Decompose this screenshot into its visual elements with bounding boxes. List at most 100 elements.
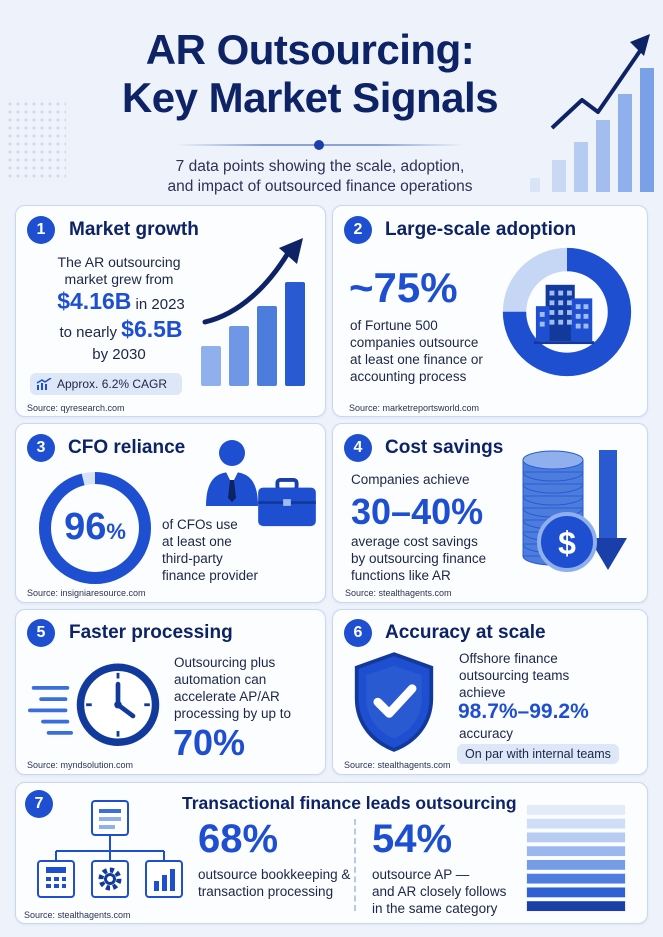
adoption-text-line: companies outsource (350, 335, 479, 350)
cfo-stat-value: 96 (64, 506, 107, 548)
card-number-badge: 4 (344, 434, 372, 462)
card-cfo-reliance: 3 CFO reliance 96% of CFOs use at least … (15, 423, 326, 603)
card-title: Large-scale adoption (385, 219, 577, 240)
title-divider-dot (314, 140, 324, 150)
page-title: AR Outsourcing: Key Market Signals (70, 26, 550, 122)
source-label: Source: insigniaresource.com (27, 588, 146, 598)
card-market-growth: 1 Market growth The AR outsourcing marke… (15, 205, 326, 417)
card-cost-savings: 4 Cost savings Companies achieve 30–40% … (332, 423, 648, 603)
source-label: Source: stealthagents.com (24, 910, 131, 920)
growth-end-row: to nearly $6.5B (26, 316, 216, 343)
accuracy-text-line: outsourcing teams (459, 668, 570, 683)
ap-text-line: and AR closely follows (372, 884, 507, 899)
cfo-text-line: at least one (162, 534, 232, 549)
card-title: Accuracy at scale (385, 622, 546, 643)
ap-text-line: outsource AP — (372, 867, 470, 882)
ap-text-line: in the same category (372, 901, 498, 916)
cagr-text: Approx. 6.2% CAGR (57, 377, 168, 391)
bookkeeping-text: outsource bookkeeping & transaction proc… (198, 866, 358, 900)
fast-clock-icon (28, 663, 160, 746)
bar-chart-icon (145, 860, 183, 898)
chart-trend-icon (36, 378, 52, 390)
adoption-text-line: of Fortune 500 (350, 318, 438, 333)
adoption-donut (502, 247, 632, 377)
card-title: CFO reliance (68, 437, 186, 458)
accuracy-label: accuracy (459, 726, 514, 741)
cost-text-line: by outsourcing finance (351, 551, 487, 566)
growth-start-row: $4.16B in 2023 (26, 288, 216, 315)
adoption-text-line: at least one finance or (350, 352, 483, 367)
accuracy-text-line: Offshore finance (459, 651, 558, 666)
cfo-text-line: of CFOs use (162, 517, 238, 532)
down-arrow-icon (589, 450, 627, 570)
cost-text-line: average cost savings (351, 534, 478, 549)
card-number-badge: 3 (27, 434, 55, 462)
source-label: Source: stealthagents.com (345, 588, 452, 598)
card-number-badge: 1 (27, 216, 55, 244)
bookkeeping-text-line: transaction processing (198, 884, 334, 899)
bar-growth-arrow-icon (201, 238, 305, 386)
source-label: Source: myndsolution.com (27, 760, 134, 770)
title-line-2: Key Market Signals (121, 74, 499, 121)
cost-text-top: Companies achieve (351, 472, 470, 487)
card-title: Cost savings (385, 437, 504, 458)
processing-stat: 70% (173, 722, 246, 763)
source-label: Source: stealthagents.com (344, 760, 451, 770)
year-2023-label: in 2023 (131, 296, 185, 313)
gear-icon (91, 860, 129, 898)
svg-text:$: $ (558, 525, 576, 561)
adoption-stat: ~75% (349, 264, 458, 311)
cost-savings-stat: 30–40% (351, 491, 484, 532)
title-line-1: AR Outsourcing: (145, 26, 475, 73)
document-icon (91, 800, 129, 836)
stat-divider (354, 819, 356, 911)
cfo-stat: 96% (35, 506, 155, 549)
cfo-text-line: third-party (162, 551, 223, 566)
stacked-layers-icon (526, 805, 626, 912)
accuracy-stat: 98.7%–99.2% (458, 700, 589, 723)
shield-check-icon (354, 652, 434, 752)
on-par-text: On par with internal teams (465, 747, 611, 761)
card-text-line: The AR outsourcing (57, 254, 181, 270)
cfo-text: of CFOs use at least one third-party fin… (162, 516, 322, 584)
bookkeeping-text-line: outsource bookkeeping & (198, 867, 351, 882)
accuracy-text: Offshore finance outsourcing teams achie… (459, 650, 639, 701)
card-number-badge: 2 (344, 216, 372, 244)
processing-text-line: accelerate AP/AR (174, 689, 280, 704)
card-title: Transactional finance leads outsourcing (182, 793, 517, 813)
briefcase-icon (258, 478, 316, 527)
cost-text: average cost savings by outsourcing fina… (351, 533, 531, 584)
decorative-dot-pattern (6, 100, 66, 180)
dollar-coin-icon: $ (537, 512, 597, 572)
growth-chart-arrow-icon (530, 34, 654, 192)
ap-text: outsource AP — and AR closely follows in… (372, 866, 532, 917)
card-number-badge: 5 (27, 619, 55, 647)
processing-text-line: automation can (174, 672, 267, 687)
cfo-text-line: finance provider (162, 568, 259, 583)
card-number-badge: 6 (344, 619, 372, 647)
ap-stat: 54% (372, 817, 453, 861)
source-label: Source: qyresearch.com (27, 403, 125, 413)
calculator-icon (37, 860, 75, 898)
year-2030-label: by 2030 (92, 346, 146, 363)
subtitle-line-1: 7 data points showing the scale, adoptio… (175, 158, 465, 175)
card-number-badge: 7 (25, 790, 53, 818)
card-text-line: market grew from (64, 271, 174, 287)
businessman-icon (206, 440, 258, 506)
card-accuracy-at-scale: 6 Accuracy at scale Offshore finance out… (332, 609, 648, 775)
accuracy-text-line: achieve (459, 685, 506, 700)
cfo-stat-unit: % (106, 519, 126, 544)
to-nearly-label: to nearly (59, 324, 122, 341)
value-2030: $6.5B (121, 316, 183, 342)
processing-text: Outsourcing plus automation can accelera… (174, 654, 324, 722)
card-faster-processing: 5 Faster processing Outsourcing plus aut… (15, 609, 326, 775)
coin-stack-icon: $ (522, 450, 627, 572)
page-subtitle: 7 data points showing the scale, adoptio… (110, 157, 530, 197)
source-label: Source: marketreportsworld.com (349, 403, 480, 413)
cfo-percentage-ring (39, 472, 151, 584)
card-title: Market growth (69, 219, 199, 240)
process-flow-diagram (37, 800, 183, 898)
card-large-scale-adoption: 2 Large-scale adoption ~75% of Fortune 5… (332, 205, 648, 417)
card-transactional-finance: 7 Transactional finance leads outsourcin… (15, 782, 648, 924)
processing-text-line: Outsourcing plus (174, 655, 276, 670)
